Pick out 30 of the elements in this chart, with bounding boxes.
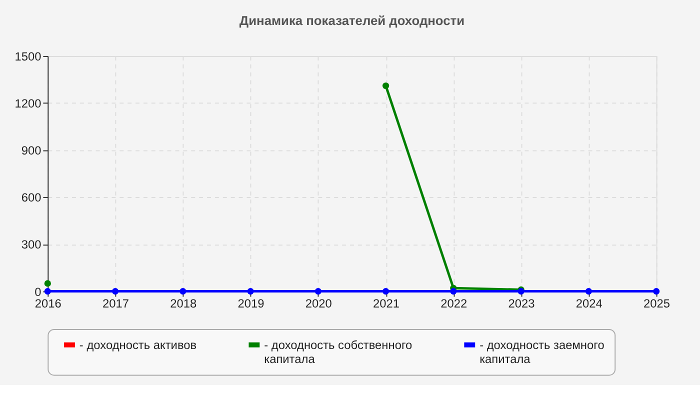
point xyxy=(450,288,457,295)
legend-label: - доходность активов xyxy=(79,338,197,352)
x-tick-label: 2018 xyxy=(170,296,198,311)
x-tick-label: 2017 xyxy=(102,296,130,311)
point xyxy=(247,288,254,295)
y-tick-label: 600 xyxy=(21,190,42,205)
x-tick-label: 2021 xyxy=(373,296,400,311)
point xyxy=(382,288,390,295)
x-tick-label: 2022 xyxy=(440,296,468,311)
point xyxy=(652,288,660,295)
y-tick-label: 300 xyxy=(21,238,42,252)
x-tick-label: 2024 xyxy=(576,296,603,311)
point xyxy=(382,82,390,90)
point xyxy=(314,288,322,295)
legend-label: - доходность собственного капитала xyxy=(264,338,413,366)
y-tick-label: 900 xyxy=(21,144,42,158)
x-tick-label: 2020 xyxy=(305,296,332,311)
y-tick-label: 1200 xyxy=(14,96,42,111)
x-tick-label: 2019 xyxy=(238,296,265,311)
y-tick-label: 1500 xyxy=(14,49,42,64)
x-tick-label: 2025 xyxy=(644,296,670,311)
chart-title: Динамика показателей доходности xyxy=(239,13,465,28)
point xyxy=(180,288,186,295)
legend-label: - доходность заемного капитала xyxy=(480,338,605,366)
x-tick-label: 2016 xyxy=(34,296,62,311)
point xyxy=(112,288,119,295)
y-tick-label: 0 xyxy=(34,284,42,299)
point xyxy=(44,280,51,287)
x-tick-label: 2023 xyxy=(508,296,536,311)
point xyxy=(585,288,592,295)
